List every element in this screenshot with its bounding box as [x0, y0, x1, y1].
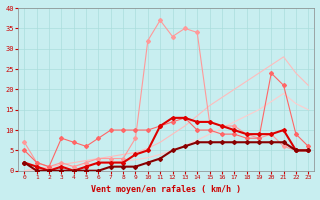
X-axis label: Vent moyen/en rafales ( km/h ): Vent moyen/en rafales ( km/h ) [91, 185, 241, 194]
